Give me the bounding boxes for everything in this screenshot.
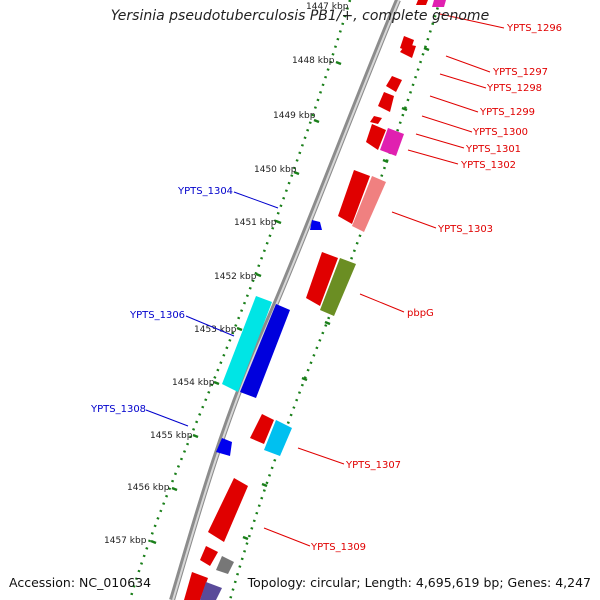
gene-ypts-1299[interactable] — [378, 92, 394, 112]
scale-ring-inner — [128, 0, 352, 600]
label-ypts-1301[interactable]: YPTS_1301 — [465, 144, 521, 155]
scale-label-1448: 1448 kbp — [292, 56, 335, 66]
gene-pbpg[interactable] — [320, 258, 356, 316]
genome-backbone-shadow — [172, 0, 400, 600]
accession-text: Accession: NC_010634 — [9, 575, 152, 590]
genome-backbone — [169, 0, 401, 600]
gene-ypts-1307-red[interactable] — [250, 414, 274, 444]
gene-bottom-red[interactable] — [184, 572, 208, 600]
gene-ypts-1303-red[interactable] — [338, 170, 370, 224]
gene-ypts-1296[interactable] — [416, 0, 428, 5]
gene-pbpg-red[interactable] — [306, 252, 338, 306]
gene-ypts-1301[interactable] — [366, 124, 386, 150]
gene-ypts-1298[interactable] — [386, 76, 402, 92]
gene-small-red[interactable] — [200, 546, 218, 566]
reverse-genes — [216, 220, 322, 456]
gene-ypts-1306-cyan[interactable] — [222, 296, 272, 392]
map-title: Yersinia pseudotuberculosis PB1/+, compl… — [110, 8, 490, 24]
label-ypts-1306[interactable]: YPTS_1306 — [129, 310, 185, 321]
scale-label-1454: 1454 kbp — [172, 378, 215, 388]
label-ypts-1309[interactable]: YPTS_1309 — [310, 542, 366, 553]
label-pbpg[interactable]: pbpG — [407, 308, 434, 319]
gene-ypts-1308[interactable] — [216, 438, 232, 456]
scale-label-1457: 1457 kbp — [104, 536, 147, 546]
label-ypts-1297[interactable]: YPTS_1297 — [492, 67, 548, 78]
label-ypts-1308[interactable]: YPTS_1308 — [90, 404, 146, 415]
reverse-gene-labels: YPTS_1304 YPTS_1306 YPTS_1308 — [90, 186, 233, 415]
forward-genes — [184, 0, 446, 600]
scale-labels: 1447 kbp 1448 kbp 1449 kbp 1450 kbp 1451… — [104, 2, 349, 546]
genome-summary-text: Topology: circular; Length: 4,695,619 bp… — [247, 575, 591, 590]
forward-gene-labels: YPTS_1296 YPTS_1297 YPTS_1298 YPTS_1299 … — [310, 23, 562, 553]
label-ypts-1307[interactable]: YPTS_1307 — [345, 460, 401, 471]
gene-bottom-purple[interactable] — [200, 582, 222, 600]
gene-ypts-1309[interactable] — [208, 478, 248, 542]
gene-ypts-1302[interactable] — [380, 128, 404, 156]
gene-ypts-1307[interactable] — [264, 420, 292, 456]
leader-lines — [145, 13, 505, 547]
label-ypts-1300[interactable]: YPTS_1300 — [472, 127, 528, 138]
gene-small-gray[interactable] — [216, 556, 234, 574]
scale-ring-outer — [228, 0, 442, 600]
scale-label-1455: 1455 kbp — [150, 431, 193, 441]
gene-ypts-1306[interactable] — [240, 304, 290, 398]
gene-ypts-1300[interactable] — [370, 116, 382, 124]
gene-ypts-1296-pink[interactable] — [432, 0, 446, 7]
gene-ypts-1297[interactable] — [400, 44, 416, 58]
scale-label-1452: 1452 kbp — [214, 272, 257, 282]
scale-label-1447: 1447 kbp — [306, 2, 349, 12]
gene-ypts-1303[interactable] — [352, 176, 386, 232]
label-ypts-1296[interactable]: YPTS_1296 — [506, 23, 562, 34]
scale-label-1453: 1453 kbp — [194, 325, 237, 335]
label-ypts-1298[interactable]: YPTS_1298 — [486, 83, 542, 94]
scale-label-1450: 1450 kbp — [254, 165, 297, 175]
label-ypts-1302[interactable]: YPTS_1302 — [460, 160, 516, 171]
label-ypts-1304[interactable]: YPTS_1304 — [177, 186, 233, 197]
scale-label-1449: 1449 kbp — [273, 111, 316, 121]
label-ypts-1299[interactable]: YPTS_1299 — [479, 107, 535, 118]
gene-ypts-1304[interactable] — [310, 220, 322, 230]
scale-label-1456: 1456 kbp — [127, 483, 170, 493]
scale-label-1451: 1451 kbp — [234, 218, 277, 228]
label-ypts-1303[interactable]: YPTS_1303 — [437, 224, 493, 235]
